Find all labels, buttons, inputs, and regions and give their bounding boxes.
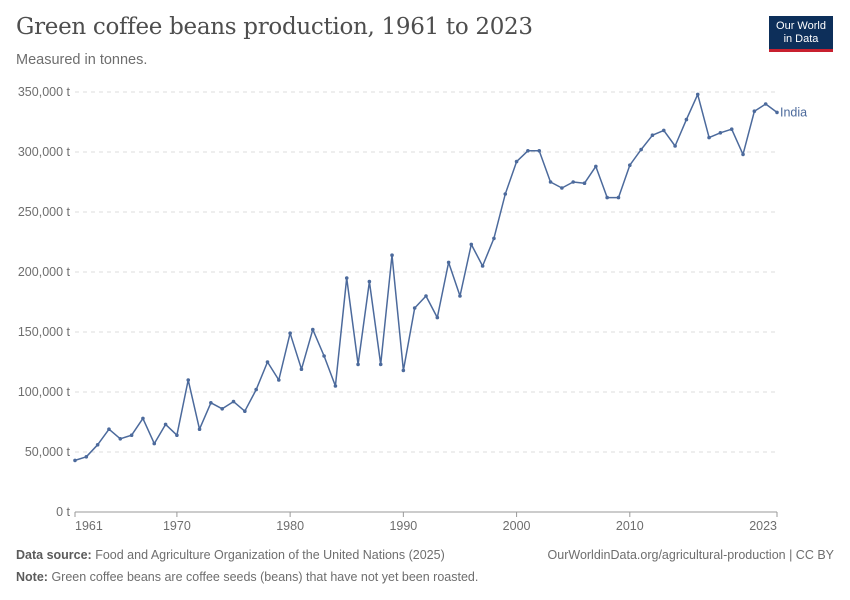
data-point [684,117,689,122]
data-source-text: Food and Agriculture Organization of the… [95,548,445,562]
y-tick-label: 250,000 t [18,205,71,219]
grid-lines [75,91,777,453]
data-point [503,192,508,196]
data-point [254,387,258,392]
data-point [367,279,372,284]
data-source: Data source: Food and Agriculture Organi… [16,548,445,562]
data-point [344,276,349,280]
data-point [492,236,496,241]
data-point [469,242,474,247]
data-point [616,195,621,200]
data-point [775,110,779,115]
data-point [412,306,417,310]
data-point [639,147,643,152]
y-axis-ticks: 0 t 50,000 t 100,000 t 150,000 t 200,000 t 25… [18,85,71,519]
data-point [763,102,768,106]
data-point [571,180,575,184]
data-point [265,360,270,364]
x-axis: 1961 1970 1980 1990 2000 2010 2023 [74,511,778,533]
data-point [333,384,338,388]
series-label: India [780,105,807,119]
data-point [209,401,213,405]
data-point [661,128,666,133]
data-point [594,164,598,169]
owid-logo[interactable]: Our World in Data [769,16,833,52]
data-point [526,149,530,153]
data-point [152,441,157,446]
data-point [548,180,553,184]
y-tick-label: 50,000 t [25,445,71,459]
data-point [673,144,677,148]
data-point [605,195,609,200]
data-point [310,327,315,332]
data-point [514,159,519,164]
data-point [288,331,292,336]
data-point [84,455,89,459]
data-point [129,433,134,438]
data-point [401,368,406,373]
data-point [322,354,326,358]
data-point [695,92,700,97]
source-link[interactable]: OurWorldinData.org/agricultural-producti… [547,548,834,562]
line-chart: 0 t 50,000 t 100,000 t 150,000 t 200,000 t 25… [18,85,807,533]
data-point [435,315,440,320]
data-point [378,362,383,367]
y-tick-label: 200,000 t [18,265,71,279]
data-point [537,149,542,153]
chart-title: Green coffee beans production, 1961 to 2… [16,14,533,40]
note-label: Note: [16,570,48,584]
data-source-label: Data source: [16,548,92,562]
data-point [107,427,111,432]
data-point [220,407,224,411]
data-point [424,294,428,298]
data-point [741,152,745,157]
data-point [356,362,360,367]
data-point [752,109,757,113]
data-point [390,253,394,257]
data-point [299,367,304,372]
data-point [707,135,711,140]
chart-subtitle: Measured in tonnes. [16,52,148,68]
data-point [582,181,587,185]
data-point [197,427,202,432]
data-point [73,458,77,463]
data-point [141,416,145,421]
y-tick-label: 350,000 t [18,85,71,99]
logo-line-2: in Data [783,32,819,45]
x-tick-label: 1980 [276,519,304,533]
data-point [231,399,236,404]
data-point [650,133,655,137]
data-point [446,260,451,265]
x-tick-label: 2023 [749,519,777,533]
x-tick-label: 1990 [389,519,417,533]
x-tick-label: 2010 [616,519,644,533]
data-point [95,443,100,447]
y-tick-label: 300,000 t [18,145,71,159]
data-point [186,378,191,382]
data-point [628,163,632,167]
note-text: Green coffee beans are coffee seeds (bea… [51,570,479,584]
x-tick-label: 2000 [503,519,531,533]
data-point [277,378,281,382]
y-tick-label: 0 t [56,505,70,519]
x-tick-label: 1970 [163,519,191,533]
data-point [729,127,734,131]
data-point [243,409,247,414]
series-line-india [74,93,778,462]
data-point [175,433,179,438]
data-point [118,437,123,441]
chart-note: Note: Green coffee beans are coffee seed… [16,570,478,584]
x-tick-label: 1961 [75,519,103,533]
data-point [718,131,723,135]
data-point [480,264,485,268]
logo-line-1: Our World [776,20,826,32]
data-point [163,422,168,427]
data-point [458,294,462,298]
series-layer: India [73,92,807,463]
data-point [560,186,564,190]
y-tick-label: 100,000 t [18,385,71,399]
y-tick-label: 150,000 t [18,325,71,339]
